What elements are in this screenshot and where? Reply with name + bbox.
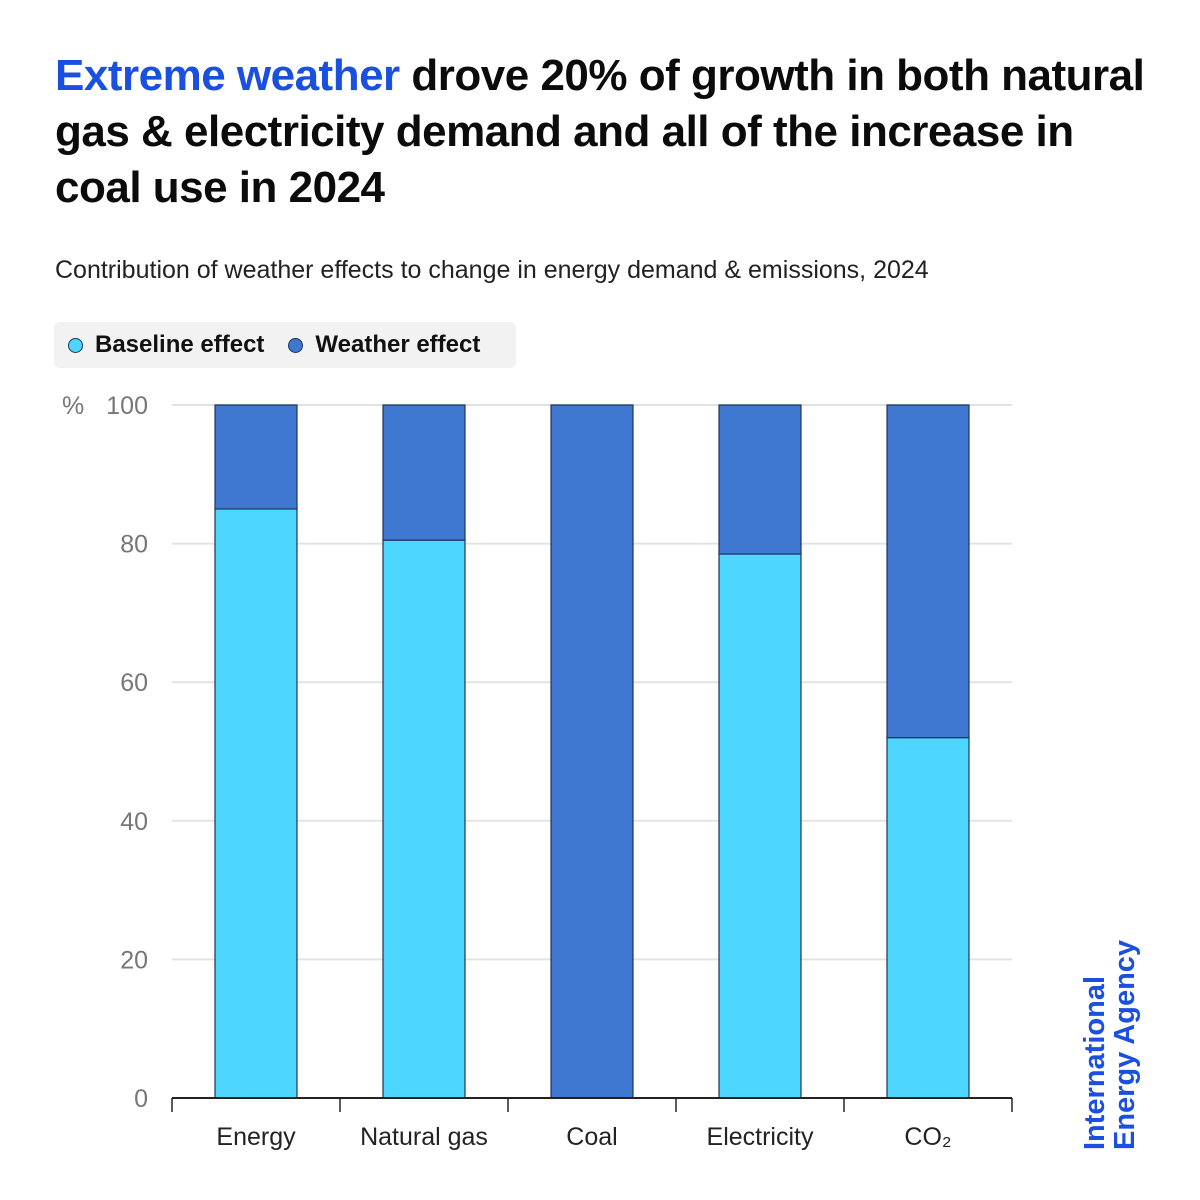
- logo-line-2: Energy Agency: [1109, 939, 1141, 1150]
- bar-segment-weather: [214, 404, 298, 510]
- legend-swatch-weather: [288, 337, 304, 353]
- iea-logo: International Energy Agency: [1079, 939, 1141, 1150]
- x-tick-label: Natural gas: [360, 1123, 488, 1151]
- bar-segment-baseline: [214, 508, 298, 1099]
- y-tick-label: 20: [120, 946, 148, 974]
- y-tick-label: 0: [134, 1085, 148, 1113]
- y-tick-label: 100: [106, 392, 148, 420]
- legend-label-weather: Weather effect: [315, 331, 481, 358]
- bar-segment-weather: [382, 404, 466, 541]
- title-rest: drove 20% of growth in both natural gas …: [55, 51, 1145, 212]
- bar-segment-weather: [886, 404, 970, 739]
- y-axis-unit: %: [62, 392, 84, 420]
- y-tick-label: 40: [120, 808, 148, 836]
- bar-segment-weather: [718, 404, 802, 555]
- legend: Baseline effect Weather effect: [54, 322, 516, 368]
- y-tick-label: 60: [120, 669, 148, 697]
- legend-label-baseline: Baseline effect: [95, 331, 265, 358]
- chart-title: Extreme weather drove 20% of growth in b…: [55, 48, 1155, 216]
- bar-segment-baseline: [718, 553, 802, 1099]
- x-tick-label: Electricity: [707, 1123, 814, 1151]
- x-tick-label: CO₂: [904, 1123, 951, 1151]
- x-tick-label: Coal: [566, 1123, 617, 1151]
- chart-subtitle: Contribution of weather effects to chang…: [55, 256, 929, 284]
- logo-line-1: International: [1079, 975, 1111, 1150]
- y-tick-label: 80: [120, 531, 148, 559]
- bar-segment-weather: [550, 404, 634, 1099]
- legend-item-weather: Weather effect: [288, 331, 480, 359]
- x-tick-label: Energy: [216, 1123, 296, 1151]
- bar-segment-baseline: [382, 539, 466, 1099]
- bar-segment-baseline: [886, 737, 970, 1099]
- title-highlight: Extreme weather: [55, 51, 400, 100]
- legend-item-baseline: Baseline effect: [68, 331, 264, 359]
- legend-swatch-baseline: [68, 337, 83, 353]
